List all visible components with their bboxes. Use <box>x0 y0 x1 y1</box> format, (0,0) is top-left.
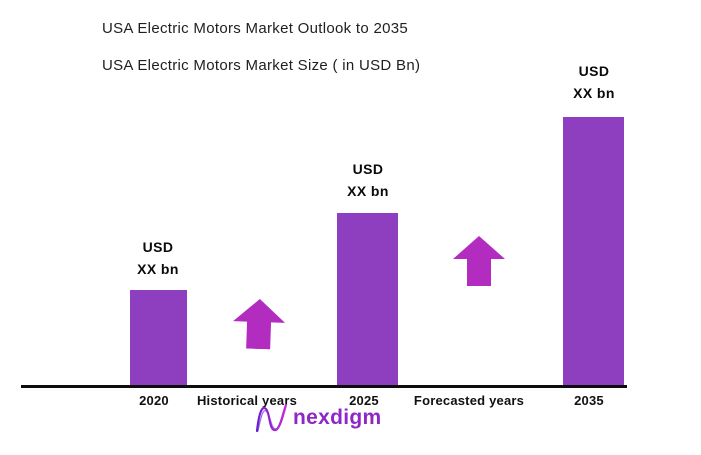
bar-2025 <box>337 213 398 388</box>
bar-value-label-2020: USD XX bn <box>93 236 223 280</box>
nexdigm-wave-n-icon <box>255 403 288 433</box>
chart-title: USA Electric Motors Market Outlook to 20… <box>102 20 409 37</box>
forecasted-years-label: Forecasted years <box>413 393 525 408</box>
x-tick-2025: 2025 <box>349 393 379 408</box>
value-label-currency: USD <box>578 63 610 79</box>
x-tick-2035: 2035 <box>574 393 604 408</box>
nexdigm-logo-text: nexdigm <box>293 406 382 429</box>
bar-value-label-2025: USD XX bn <box>303 158 433 202</box>
nexdigm-logo: nexdigm <box>254 403 381 433</box>
chart-subtitle: USA Electric Motors Market Size ( in USD… <box>102 57 421 74</box>
value-label-amount: XX bn <box>573 85 615 101</box>
bar-2035 <box>563 117 624 388</box>
x-axis-line <box>21 385 627 388</box>
historical-years-label: Historical years <box>196 393 298 408</box>
value-label-amount: XX bn <box>347 183 389 199</box>
growth-arrow-icon <box>233 299 286 350</box>
bar-value-label-2035: USD XX bn <box>529 60 659 104</box>
value-label-currency: USD <box>352 161 384 177</box>
x-tick-2020: 2020 <box>139 393 169 408</box>
value-label-amount: XX bn <box>137 261 179 277</box>
value-label-currency: USD <box>142 239 174 255</box>
bar-2020 <box>130 290 187 388</box>
growth-arrow-icon <box>453 236 505 286</box>
